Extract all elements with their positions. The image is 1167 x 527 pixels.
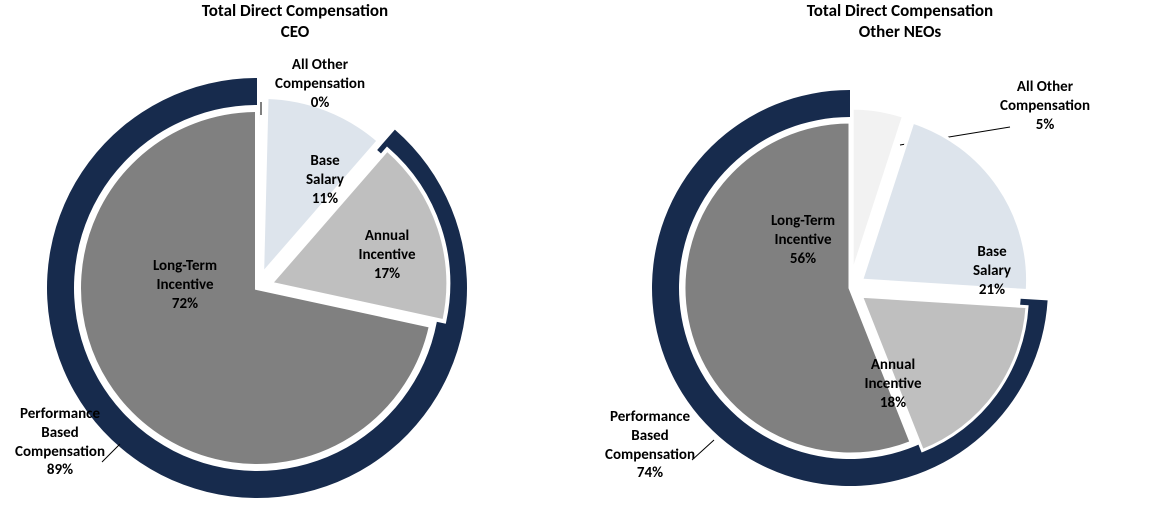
other-neos-label-long-term-incentive: Long-Term Incentive 56% [718, 212, 888, 268]
ceo-chart-title: Total Direct Compensation CEO [165, 0, 425, 43]
other-neos-chart-title: Total Direct Compensation Other NEOs [770, 0, 1030, 43]
other-neos-label-performance-based-arc: Performance Based Compensation 74% [560, 408, 740, 483]
ceo-label-base-salary: Base Salary 11% [270, 152, 380, 208]
other-neos-label-annual-incentive: Annual Incentive 18% [833, 356, 953, 412]
ceo-label-performance-based-arc: Performance Based Compensation 89% [0, 405, 150, 480]
ceo-label-long-term-incentive: Long-Term Incentive 72% [100, 257, 270, 313]
other-neos-label-all-other-comp: All Other Compensation 5% [955, 78, 1135, 134]
ceo-label-annual-incentive: Annual Incentive 17% [327, 227, 447, 283]
ceo-label-all-other-comp: All Other Compensation 0% [230, 56, 410, 112]
other-neos-label-base-salary: Base Salary 21% [937, 243, 1047, 299]
